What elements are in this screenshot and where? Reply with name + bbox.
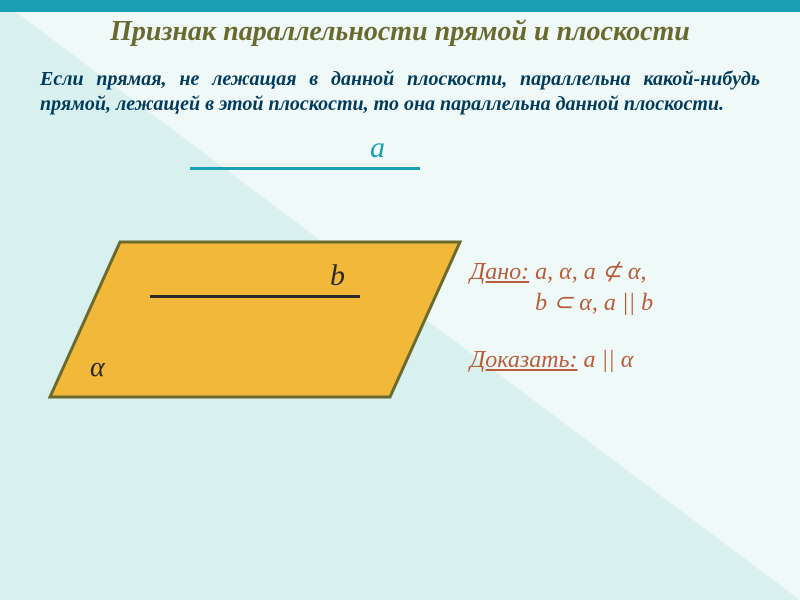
line-a-label: a [370,131,385,165]
line-b-label: b [330,259,345,293]
prove-label: Доказать: [470,347,578,373]
slide-title: Признак параллельности прямой и плоскост… [40,15,760,49]
given-text1: a, α, a ⊄ α, [529,259,646,285]
line-b [150,295,360,298]
given-block: Дано: a, α, a ⊄ α, Дано: b ⊂ α, a || b [470,257,653,319]
prove-block: Доказать: a || α [470,347,633,374]
bg-top-band [0,0,800,12]
slide: Признак параллельности прямой и плоскост… [0,0,800,600]
plane-alpha-label: α [90,352,105,384]
plane-alpha [40,227,480,427]
given-text2: b ⊂ α, a || b [535,290,653,316]
diagram: a b α Дано: a, α, a ⊄ α, Дано: b ⊂ α, a … [40,147,760,467]
plane-shape [50,242,460,397]
line-a [190,167,420,170]
given-label: Дано: [470,259,529,285]
theorem-text: Если прямая, не лежащая в данной плоскос… [40,67,760,117]
prove-text: a || α [578,347,634,373]
